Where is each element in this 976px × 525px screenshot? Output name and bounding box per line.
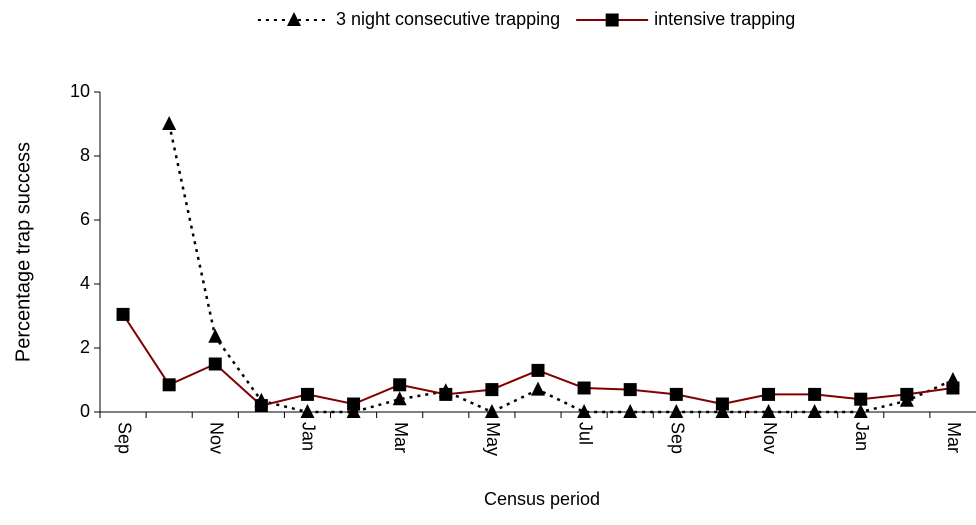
- x-tick-label: Nov: [207, 422, 227, 454]
- data-point: [808, 387, 822, 401]
- data-point: [854, 392, 868, 406]
- data-point: [162, 116, 177, 130]
- data-point: [300, 404, 315, 418]
- data-point: [623, 404, 638, 418]
- x-axis-title: Census period: [484, 489, 600, 509]
- y-tick-label: 6: [80, 209, 90, 229]
- data-point: [208, 357, 222, 371]
- data-point: [577, 404, 592, 418]
- x-tick-label: Jul: [575, 422, 595, 445]
- data-point: [623, 383, 637, 397]
- data-point: [531, 363, 545, 377]
- y-tick-label: 8: [80, 145, 90, 165]
- legend-label: intensive trapping: [654, 9, 795, 29]
- data-point: [531, 381, 545, 396]
- legend-marker: [605, 13, 619, 27]
- x-tick-label: Mar: [391, 422, 411, 453]
- data-point: [254, 399, 268, 413]
- data-point: [853, 404, 868, 418]
- data-point: [669, 387, 683, 401]
- x-tick-label: Mar: [944, 422, 964, 453]
- data-point: [807, 404, 822, 418]
- data-point: [347, 397, 361, 411]
- data-point: [392, 391, 407, 406]
- x-tick-label: Sep: [114, 422, 134, 454]
- data-point: [577, 381, 591, 395]
- x-tick-label: Jan: [852, 422, 872, 451]
- x-tick-label: Nov: [760, 422, 780, 454]
- data-point: [346, 404, 361, 418]
- legend-marker: [287, 12, 301, 26]
- data-point: [300, 387, 314, 401]
- data-point: [715, 404, 730, 418]
- legend-label: 3 night consecutive trapping: [336, 9, 560, 29]
- data-point: [393, 378, 407, 392]
- data-point: [715, 397, 729, 411]
- data-point: [208, 328, 223, 343]
- y-tick-label: 4: [80, 273, 90, 293]
- data-point: [116, 307, 130, 321]
- data-point: [485, 383, 499, 397]
- data-point: [484, 404, 499, 418]
- data-point: [439, 387, 453, 401]
- y-tick-label: 2: [80, 337, 90, 357]
- x-tick-label: May: [483, 422, 503, 456]
- data-point: [762, 387, 776, 401]
- series-line: [167, 123, 954, 414]
- data-point: [946, 381, 960, 395]
- x-tick-label: Jan: [299, 422, 319, 451]
- data-point: [900, 387, 914, 401]
- x-tick-label: Sep: [668, 422, 688, 454]
- data-point: [669, 404, 684, 418]
- data-point: [162, 378, 176, 392]
- data-point: [761, 404, 776, 418]
- y-tick-label: 0: [80, 401, 90, 421]
- y-tick-label: 10: [70, 81, 90, 101]
- y-axis-title: Percentage trap success: [12, 142, 34, 362]
